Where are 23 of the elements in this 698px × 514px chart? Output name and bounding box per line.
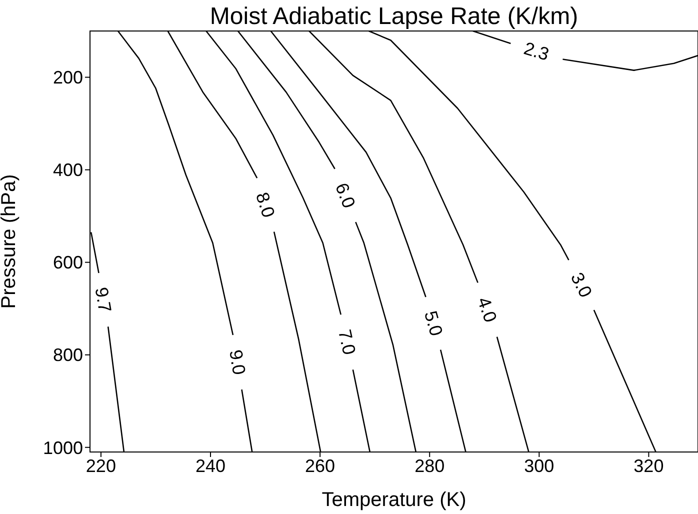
text: 3.0 xyxy=(566,269,596,301)
text: 8.0 xyxy=(252,190,279,220)
x-tick-label: 320 xyxy=(634,456,664,476)
x-axis-title: Temperature (K) xyxy=(322,489,466,511)
text: 7.0 xyxy=(334,328,360,356)
text: 9.7 xyxy=(91,286,116,314)
y-tick-label: 200 xyxy=(52,68,83,88)
y-tick-label: 1000 xyxy=(42,438,83,458)
y-tick-label: 600 xyxy=(52,252,83,273)
text: 2.3 xyxy=(522,38,552,65)
text: 5.0 xyxy=(420,308,446,338)
y-tick-label: 400 xyxy=(52,160,83,180)
text: 9.0 xyxy=(225,348,250,376)
x-tick-label: 220 xyxy=(86,456,116,476)
y-tick-label: 800 xyxy=(52,345,83,366)
chart-title: Moist Adiabatic Lapse Rate (K/km) xyxy=(210,3,578,30)
x-tick-label: 280 xyxy=(414,456,445,476)
text: 4.0 xyxy=(474,294,501,325)
x-tick-label: 260 xyxy=(305,456,336,476)
y-axis-title: Pressure (hPa) xyxy=(0,174,20,309)
x-tick-label: 300 xyxy=(524,456,554,476)
x-tick-label: 240 xyxy=(195,456,226,476)
text: 6.0 xyxy=(331,180,360,211)
